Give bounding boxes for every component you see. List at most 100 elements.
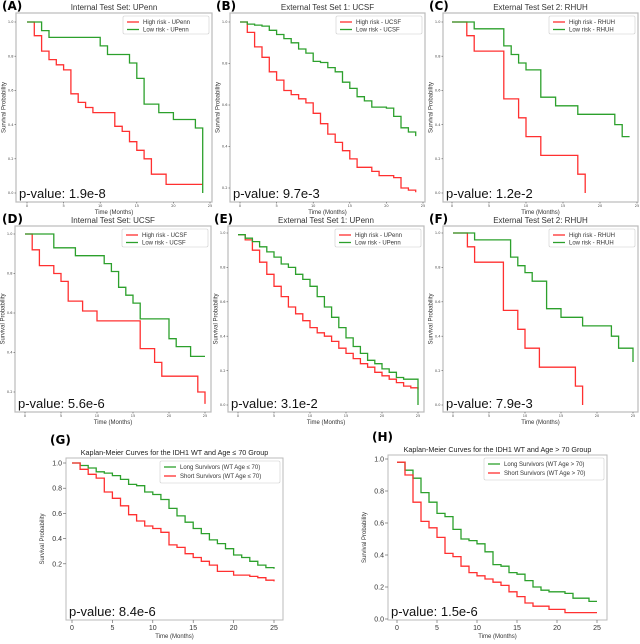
legend-entry: High risk - UPenn	[143, 20, 190, 26]
y-tick-label: 0.4	[52, 536, 62, 543]
legend: Long Survivors (WT Age > 70) Short Surviv…	[483, 457, 605, 481]
legend-frame	[159, 460, 281, 484]
legend: High risk - RHUH Low risk - RHUH	[548, 228, 636, 248]
panel-label: (C)	[429, 0, 449, 13]
x-tick-label: 10	[311, 204, 315, 208]
x-axis-label: Time (Months)	[307, 420, 345, 426]
x-tick-label: 0	[239, 204, 241, 208]
x-tick-label: 5	[62, 204, 64, 208]
km-panel-d: (D) Internal Test Set: UCSF 0 5 10 15 20 25 0.2 0…	[1, 212, 212, 426]
legend-entry: Low risk - UCSF	[356, 28, 400, 34]
y-axis-label: Survival Probability	[362, 512, 368, 563]
x-tick-label: 10	[149, 625, 157, 632]
y-tick-label: 1.0	[7, 232, 13, 236]
x-tick-label: 25	[416, 414, 420, 418]
x-tick-label: 25	[203, 414, 207, 418]
chart-title: Internal Test Set: UCSF	[71, 216, 155, 225]
p-value-label: p-value: 7.9e-3	[446, 396, 533, 411]
legend-entry: High risk - UCSF	[356, 20, 401, 26]
p-value-label: p-value: 1.9e-8	[19, 186, 106, 201]
axes-frame	[442, 225, 639, 413]
legend: High risk - UCSF Low risk - UCSF	[335, 15, 423, 35]
legend-entry: Short Survivors (WT Age ≤ 70)	[180, 474, 261, 480]
x-tick-label: 0	[26, 204, 28, 208]
x-tick-label: 15	[561, 204, 565, 208]
y-tick-label: 0.2	[7, 390, 13, 394]
legend: Long Survivors (WT Age ≤ 70) Short Surviv…	[159, 460, 281, 484]
axes-frame	[227, 225, 425, 413]
chart-title: External Test Set 1: UCSF	[281, 3, 374, 12]
legend-frame	[548, 15, 636, 35]
legend-entry: Low risk - RHUH	[569, 241, 614, 247]
survival-curve-red	[72, 462, 275, 582]
survival-curve-green	[238, 234, 419, 405]
x-tick-label: 15	[559, 414, 563, 418]
legend: High risk - RHUH Low risk - RHUH	[548, 15, 636, 35]
survival-curve-green	[25, 233, 205, 358]
survival-curve-green	[240, 21, 417, 137]
x-tick-label: 20	[171, 204, 175, 208]
y-tick-label: 1.0	[435, 231, 441, 235]
y-tick-label: 0.6	[8, 89, 14, 93]
p-value-label: p-value: 8.4e-6	[69, 604, 156, 619]
x-tick-label: 15	[348, 204, 352, 208]
y-tick-label: 0.6	[435, 300, 441, 304]
km-panel-f: (F) External Test Set 2: RHUH 0 5 10 15 20 25 0.…	[429, 212, 639, 426]
survival-curve-red	[453, 232, 584, 405]
axes-frame	[15, 12, 213, 203]
y-axis-label: Survival Probability	[429, 293, 435, 344]
chart-title: Internal Test Set: UPenn	[71, 3, 158, 12]
panel-label: (H)	[372, 430, 393, 444]
p-value-label: p-value: 1.5e-6	[391, 604, 478, 619]
y-axis-label: Survival Probability	[429, 82, 435, 133]
legend: High risk - UPenn Low risk - UPenn	[334, 228, 422, 248]
legend-entry: High risk - RHUH	[569, 233, 615, 239]
km-panel-h: (H) Kaplan-Meier Curves for the IDH1 WT a…	[362, 430, 608, 640]
survival-curve-red	[238, 234, 419, 390]
y-axis-label: Survival Probability	[2, 82, 8, 133]
p-value-label: p-value: 5.6e-6	[18, 396, 105, 411]
survival-curve-green	[397, 461, 597, 603]
x-tick-label: 25	[635, 204, 639, 208]
x-tick-label: 15	[135, 204, 139, 208]
panel-label: (E)	[214, 212, 233, 226]
panel-label: (F)	[429, 212, 448, 226]
x-axis-label: Time (Months)	[95, 210, 133, 216]
legend-entry: Short Survivors (WT Age > 70)	[504, 471, 585, 477]
y-tick-label: 0.8	[222, 62, 228, 66]
x-tick-label: 0	[70, 625, 74, 632]
y-tick-label: 0.4	[435, 123, 441, 127]
survival-curve-green	[72, 462, 275, 569]
axes-frame	[14, 225, 212, 413]
km-panel-a: (A) Internal Test Set: UPenn 0 5 10 15 20 25 0.0…	[2, 0, 213, 216]
survival-curve-red	[240, 21, 417, 193]
legend: High risk - UPenn Low risk - UPenn	[122, 15, 210, 35]
survival-curve-green	[27, 21, 204, 193]
x-tick-label: 15	[344, 414, 348, 418]
km-panel-c: (C) External Test Set 2: RHUH 0 5 10 15 20 25 0.…	[429, 0, 640, 216]
x-tick-label: 5	[488, 414, 490, 418]
y-tick-label: 0.0	[435, 403, 441, 407]
y-tick-label: 0.2	[435, 157, 441, 161]
x-tick-label: 0	[451, 204, 453, 208]
survival-curve-green	[452, 21, 630, 138]
panel-label: (G)	[50, 433, 71, 447]
legend-frame	[122, 15, 210, 35]
x-tick-label: 25	[421, 204, 425, 208]
y-tick-label: 1.0	[52, 461, 62, 468]
chart-title: External Test Set 2: RHUH	[493, 3, 588, 12]
x-tick-label: 25	[593, 625, 601, 632]
y-tick-label: 1.0	[220, 231, 226, 235]
y-tick-label: 0.6	[52, 511, 62, 518]
legend-frame	[548, 228, 636, 248]
x-tick-label: 25	[270, 625, 278, 632]
x-tick-label: 15	[131, 414, 135, 418]
p-value-label: p-value: 9.7e-3	[233, 186, 320, 201]
y-tick-label: 0.2	[8, 157, 14, 161]
y-tick-label: 0.2	[220, 369, 226, 373]
y-tick-label: 0.8	[374, 489, 384, 496]
y-tick-label: 1.0	[222, 20, 228, 24]
y-tick-label: 0.6	[374, 521, 384, 528]
panel-label: (B)	[216, 0, 236, 13]
